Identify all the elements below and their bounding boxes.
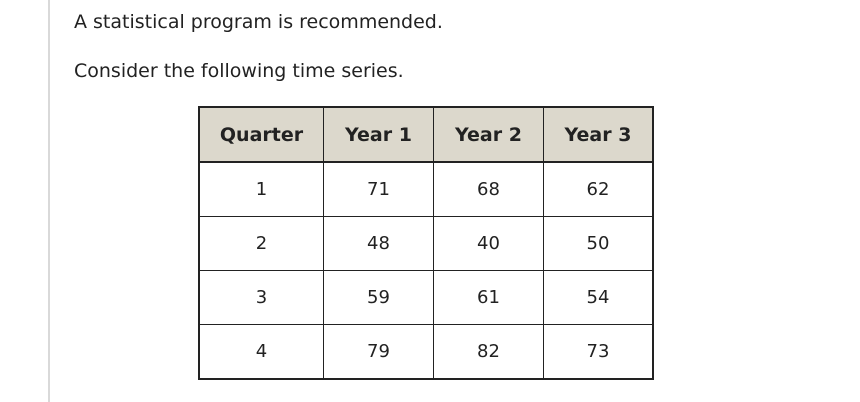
table-row: 1 71 68 62 bbox=[198, 161, 654, 217]
intro-line-1: A statistical program is recommended. bbox=[74, 11, 443, 33]
table-row: 4 79 82 73 bbox=[198, 324, 654, 380]
cell-year-1: 71 bbox=[323, 161, 434, 217]
cell-year-1: 59 bbox=[323, 270, 434, 325]
cell-quarter: 1 bbox=[198, 161, 324, 217]
cell-quarter: 4 bbox=[198, 324, 324, 380]
table-row: 2 48 40 50 bbox=[198, 216, 654, 271]
header-year-2: Year 2 bbox=[433, 106, 544, 163]
cell-quarter: 2 bbox=[198, 216, 324, 271]
table-row: 3 59 61 54 bbox=[198, 270, 654, 325]
cell-year-2: 82 bbox=[433, 324, 544, 380]
header-year-3: Year 3 bbox=[543, 106, 654, 163]
intro-line-2: Consider the following time series. bbox=[74, 60, 404, 82]
cell-year-3: 50 bbox=[543, 216, 654, 271]
cell-year-3: 62 bbox=[543, 161, 654, 217]
cell-year-2: 68 bbox=[433, 161, 544, 217]
table-header-row: Quarter Year 1 Year 2 Year 3 bbox=[198, 106, 654, 163]
header-year-1: Year 1 bbox=[323, 106, 434, 163]
cell-year-2: 61 bbox=[433, 270, 544, 325]
cell-year-2: 40 bbox=[433, 216, 544, 271]
time-series-table: Quarter Year 1 Year 2 Year 3 1 71 68 62 … bbox=[198, 106, 654, 380]
header-quarter: Quarter bbox=[198, 106, 324, 163]
cell-year-1: 48 bbox=[323, 216, 434, 271]
left-divider bbox=[48, 0, 50, 402]
cell-year-3: 54 bbox=[543, 270, 654, 325]
cell-quarter: 3 bbox=[198, 270, 324, 325]
cell-year-3: 73 bbox=[543, 324, 654, 380]
cell-year-1: 79 bbox=[323, 324, 434, 380]
